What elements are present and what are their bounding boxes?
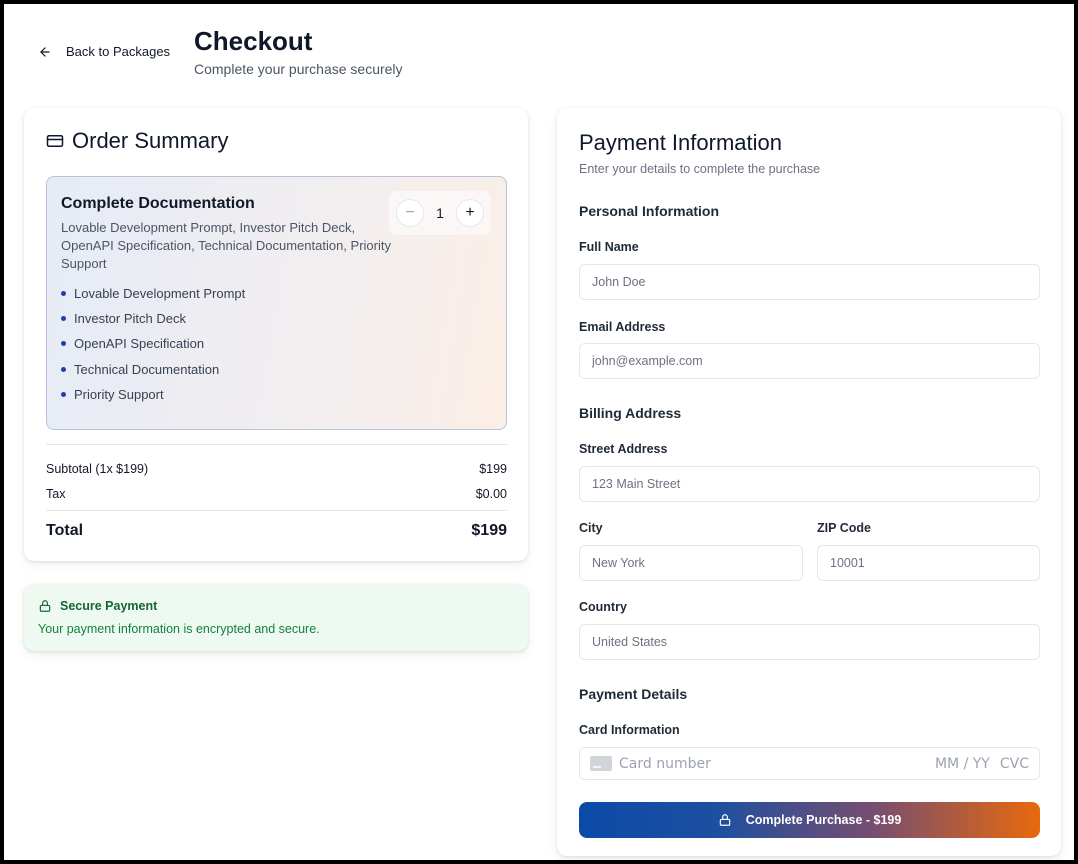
total-row: Total $199 xyxy=(46,522,507,540)
full-name-label: Full Name xyxy=(579,240,639,254)
bullet-icon xyxy=(61,291,66,297)
package-name: Complete Documentation xyxy=(61,195,255,212)
feature-label: OpenAPI Specification xyxy=(74,336,205,352)
checkout-page: Back to Packages Checkout Complete your … xyxy=(4,4,1074,860)
order-summary-card: Order Summary Complete Documentation Lov… xyxy=(24,108,528,561)
secure-payment-heading: Secure Payment xyxy=(38,599,157,613)
city-label: City xyxy=(579,521,603,535)
tax-row: Tax $0.00 xyxy=(46,487,507,501)
increase-quantity-button[interactable]: + xyxy=(455,199,484,227)
secure-payment-text: Your payment information is encrypted an… xyxy=(38,622,320,636)
billing-address-heading: Billing Address xyxy=(579,405,682,421)
lock-icon xyxy=(39,600,51,612)
full-name-input[interactable] xyxy=(579,264,1040,300)
complete-purchase-label: Complete Purchase - $199 xyxy=(745,813,902,827)
zip-code-label: ZIP Code xyxy=(817,521,871,535)
email-input[interactable] xyxy=(579,343,1040,379)
back-link-label: Back to Packages xyxy=(66,44,171,59)
package-item: Complete Documentation Lovable Developme… xyxy=(46,176,507,430)
feature-label: Investor Pitch Deck xyxy=(74,311,186,327)
divider xyxy=(46,444,507,445)
payment-title: Payment Information xyxy=(579,130,782,155)
feature-label: Lovable Development Prompt xyxy=(74,286,246,302)
page-subtitle: Complete your purchase securely xyxy=(194,61,403,77)
total-label: Total xyxy=(46,522,84,539)
personal-information-heading: Personal Information xyxy=(579,203,720,219)
list-item: Investor Pitch Deck xyxy=(61,306,245,331)
zip-code-input[interactable] xyxy=(817,545,1040,581)
order-summary-title: Order Summary xyxy=(72,128,229,153)
bullet-icon xyxy=(61,316,66,322)
list-item: OpenAPI Specification xyxy=(61,331,245,356)
payment-details-heading: Payment Details xyxy=(579,686,688,702)
street-address-input[interactable] xyxy=(579,466,1040,502)
lock-icon xyxy=(719,814,730,826)
divider xyxy=(46,510,507,511)
decrease-quantity-button[interactable]: − xyxy=(396,199,424,227)
credit-card-icon xyxy=(46,135,64,147)
quantity-value: 1 xyxy=(436,205,444,221)
payment-subtitle: Enter your details to complete the purch… xyxy=(579,162,821,176)
city-input[interactable] xyxy=(579,545,803,581)
package-description: Lovable Development Prompt, Investor Pit… xyxy=(61,220,391,271)
card-expiry-input[interactable]: MM / YY xyxy=(934,755,990,772)
total-value: $199 xyxy=(471,522,507,539)
subtotal-row: Subtotal (1x $199) $199 xyxy=(46,462,507,476)
bullet-icon xyxy=(61,366,66,372)
card-information-label: Card Information xyxy=(579,723,680,737)
list-item: Technical Documentation xyxy=(61,357,245,382)
feature-list: Lovable Development Prompt Investor Pitc… xyxy=(61,281,245,407)
card-number-input[interactable]: Card number xyxy=(619,755,711,772)
list-item: Lovable Development Prompt xyxy=(61,281,245,306)
subtotal-value: $199 xyxy=(479,462,507,476)
back-to-packages-link[interactable]: Back to Packages xyxy=(38,44,170,59)
card-information-field[interactable]: Card number MM / YY CVC xyxy=(579,747,1040,780)
tax-label: Tax xyxy=(46,487,66,501)
subtotal-label: Subtotal (1x $199) xyxy=(46,462,149,476)
country-input[interactable] xyxy=(579,624,1040,660)
order-summary-heading: Order Summary xyxy=(46,128,228,154)
card-cvc-input[interactable]: CVC xyxy=(999,755,1029,772)
email-address-label: Email Address xyxy=(579,320,666,334)
complete-purchase-button[interactable]: Complete Purchase - $199 xyxy=(579,802,1040,838)
bullet-icon xyxy=(61,391,66,397)
country-label: Country xyxy=(579,600,627,614)
credit-card-icon xyxy=(590,756,612,771)
secure-payment-title: Secure Payment xyxy=(60,599,158,613)
quantity-stepper: − 1 + xyxy=(389,191,491,235)
secure-payment-notice: Secure Payment Your payment information … xyxy=(24,584,528,651)
payment-information-card: Payment Information Enter your details t… xyxy=(557,108,1061,856)
page-title: Checkout xyxy=(194,26,313,56)
tax-value: $0.00 xyxy=(475,487,507,501)
feature-label: Priority Support xyxy=(74,386,164,402)
bullet-icon xyxy=(61,341,66,347)
street-address-label: Street Address xyxy=(579,442,668,456)
feature-label: Technical Documentation xyxy=(74,361,220,377)
list-item: Priority Support xyxy=(61,382,245,407)
arrow-left-icon xyxy=(40,46,50,57)
